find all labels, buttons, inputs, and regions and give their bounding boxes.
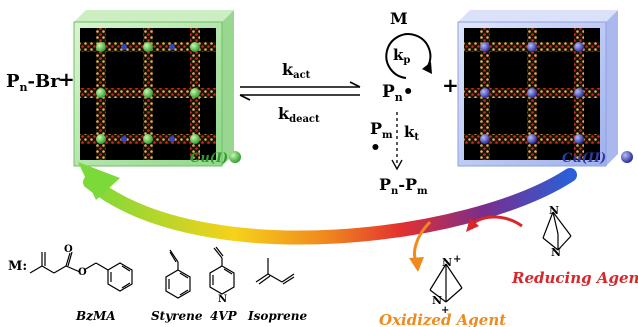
- styrene-structure: [165, 249, 191, 299]
- isoprene-label: Isoprene: [247, 309, 307, 323]
- k-deact-label: kdeact: [278, 104, 320, 125]
- pm-radical: Pm: [370, 119, 393, 141]
- k-t-label: kt: [404, 123, 419, 143]
- cu2-framework-cube: [457, 10, 618, 167]
- oxidized-agent-structure: [429, 263, 463, 303]
- reducing-n-bottom: N: [551, 246, 561, 259]
- oxidized-n-top: N: [442, 256, 452, 269]
- cu1-label: Cu(I): [190, 151, 228, 166]
- oxidized-plus-top: +: [453, 254, 461, 265]
- oxidized-n-bottom: N: [432, 294, 442, 307]
- monomer-symbol: M: [390, 9, 408, 28]
- svg-text:Pn-Br: Pn-Br: [6, 71, 60, 94]
- k-p-label: kp: [393, 46, 410, 66]
- reducing-agent-label: Reducing Agent: [511, 269, 638, 287]
- 4vp-n-atom: N: [218, 294, 227, 305]
- terminated-product: Pn-Pm: [379, 175, 428, 197]
- pm-radical-dot: •: [370, 138, 381, 158]
- cu1-framework-cube: [73, 10, 234, 167]
- 4vp-structure: [209, 246, 235, 295]
- oxidized-agent-label: Oxidized Agent: [379, 311, 506, 327]
- propagation-loop-arrow: [385, 33, 432, 79]
- plus-right: +: [442, 73, 459, 97]
- propagating-radical: Pn•: [382, 82, 414, 104]
- reducing-n-top: N: [549, 204, 559, 217]
- isoprene-structure: [255, 258, 295, 285]
- bzma-o-carbonyl: O: [64, 244, 73, 255]
- cu2-sphere: [621, 151, 633, 163]
- bzma-o-ester: O: [78, 267, 87, 278]
- cu1-sphere: [229, 151, 241, 163]
- styrene-label: Styrene: [151, 309, 203, 323]
- reducing-agent-structure: [542, 211, 572, 251]
- monomers-title: M:: [8, 259, 27, 274]
- oxidized-plus-bottom: +: [441, 305, 449, 316]
- cu2-label: Cu(II): [562, 151, 606, 166]
- initiator-label: Pn-Br: [6, 71, 60, 94]
- equilibrium-arrows: [239, 81, 361, 101]
- k-act-label: kact: [282, 60, 311, 81]
- regeneration-arc: [78, 162, 577, 245]
- plus-left: +: [58, 67, 75, 91]
- bzma-label: BzMA: [75, 309, 116, 323]
- bzma-structure: [29, 251, 133, 292]
- 4vp-label: 4VP: [210, 309, 238, 323]
